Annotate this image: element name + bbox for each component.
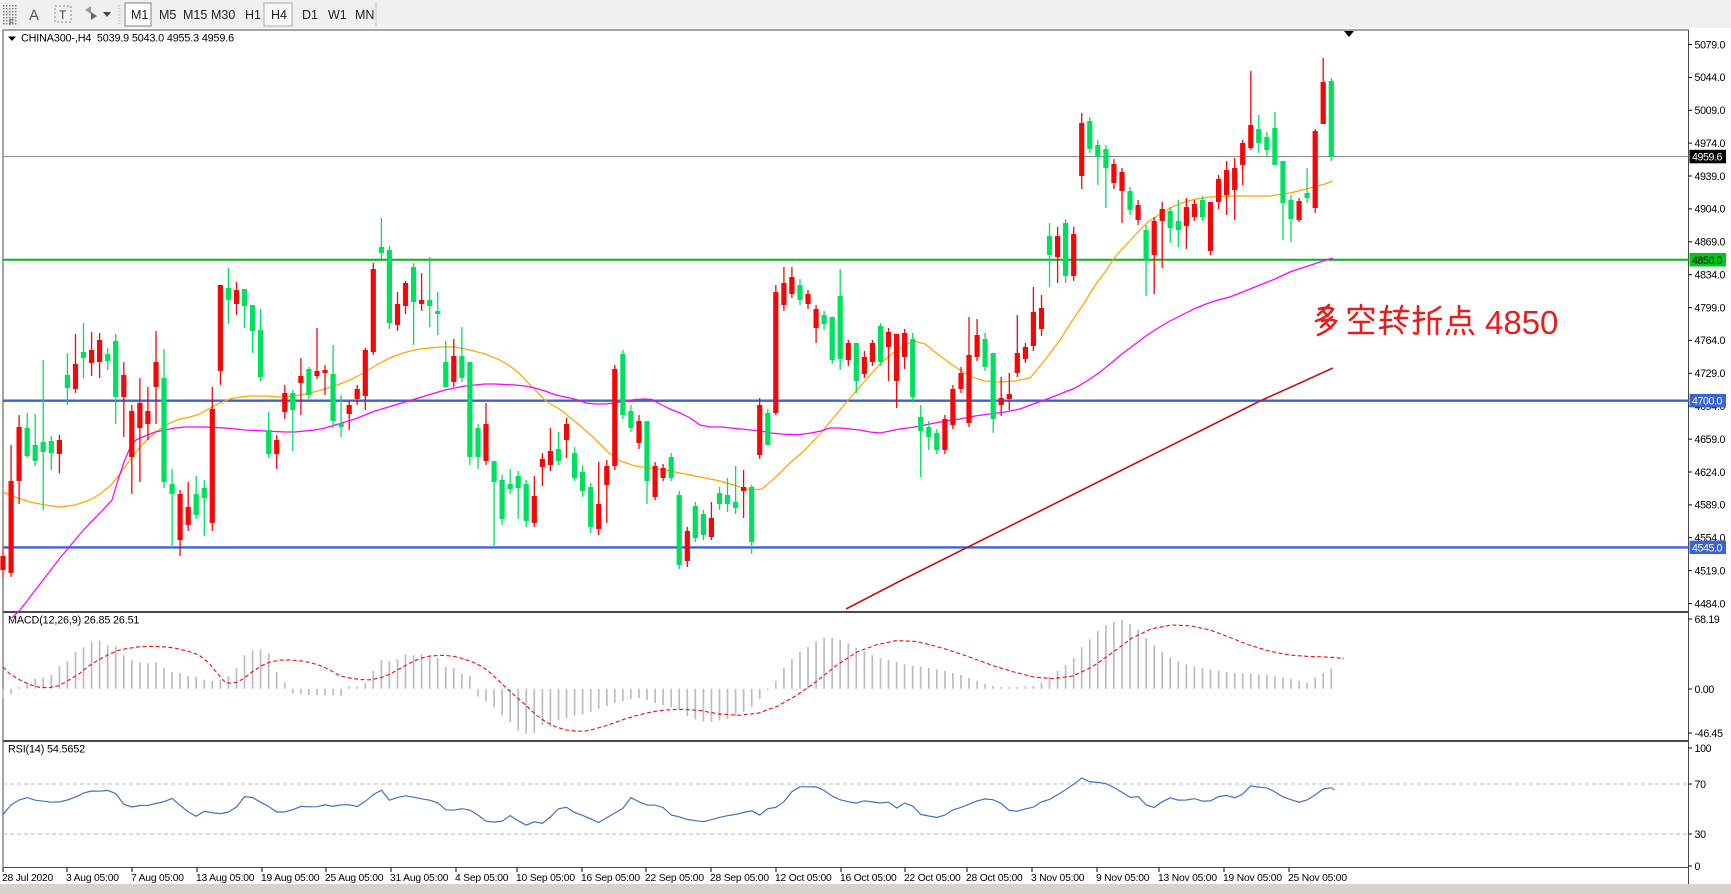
svg-text:4545.0: 4545.0 [1692,542,1723,554]
svg-text:M15: M15 [183,8,207,22]
svg-text:12 Oct 05:00: 12 Oct 05:00 [775,873,832,884]
svg-text:7 Aug 05:00: 7 Aug 05:00 [131,873,184,884]
svg-text:4850.0: 4850.0 [1692,255,1723,267]
svg-text:4700.0: 4700.0 [1692,396,1723,408]
svg-text:4624.0: 4624.0 [1695,467,1726,479]
svg-text:4589.0: 4589.0 [1695,500,1726,512]
svg-text:25 Nov 05:00: 25 Nov 05:00 [1288,873,1347,884]
svg-text:MACD(12,26,9) 26.85 26.51: MACD(12,26,9) 26.85 26.51 [8,615,139,627]
svg-text:4764.0: 4764.0 [1695,335,1726,347]
svg-text:4659.0: 4659.0 [1695,434,1726,446]
svg-text:28 Jul 2020: 28 Jul 2020 [2,873,54,884]
svg-text:16 Sep 05:00: 16 Sep 05:00 [581,873,640,884]
svg-text:22 Oct 05:00: 22 Oct 05:00 [904,873,961,884]
svg-text:0.00: 0.00 [1695,684,1715,696]
svg-text:22 Sep 05:00: 22 Sep 05:00 [645,873,704,884]
svg-text:28 Sep 05:00: 28 Sep 05:00 [710,873,769,884]
svg-text:31 Aug 05:00: 31 Aug 05:00 [390,873,449,884]
svg-text:RSI(14) 54.5652: RSI(14) 54.5652 [8,744,85,756]
svg-text:4 Sep 05:00: 4 Sep 05:00 [455,873,509,884]
svg-text:10 Sep 05:00: 10 Sep 05:00 [516,873,575,884]
svg-text:4939.0: 4939.0 [1695,171,1726,183]
svg-text:4729.0: 4729.0 [1695,368,1726,380]
svg-text:5009.0: 5009.0 [1695,105,1726,117]
svg-text:3 Aug 05:00: 3 Aug 05:00 [66,873,119,884]
svg-text:4850: 4850 [1485,304,1558,341]
svg-text:4974.0: 4974.0 [1695,138,1726,150]
svg-text:4484.0: 4484.0 [1695,598,1726,610]
svg-text:100: 100 [1695,743,1712,755]
svg-text:M30: M30 [211,8,235,22]
svg-text:A: A [29,7,39,24]
svg-text:4904.0: 4904.0 [1695,204,1726,216]
svg-text:T: T [59,8,67,22]
svg-text:-46.45: -46.45 [1695,728,1724,740]
svg-text:4869.0: 4869.0 [1695,237,1726,249]
svg-text:30: 30 [1695,829,1707,841]
svg-text:MN: MN [355,8,374,22]
svg-text:19 Aug 05:00: 19 Aug 05:00 [261,873,320,884]
svg-text:0: 0 [1695,861,1701,873]
svg-text:25 Aug 05:00: 25 Aug 05:00 [325,873,384,884]
svg-text:H4: H4 [271,8,287,22]
svg-text:3 Nov 05:00: 3 Nov 05:00 [1031,873,1085,884]
svg-text:D1: D1 [302,8,318,22]
svg-text:M5: M5 [159,8,176,22]
svg-text:68.19: 68.19 [1695,614,1720,626]
svg-text:4834.0: 4834.0 [1695,270,1726,282]
svg-text:13 Aug 05:00: 13 Aug 05:00 [196,873,255,884]
svg-text:19 Nov 05:00: 19 Nov 05:00 [1223,873,1282,884]
svg-text:5079.0: 5079.0 [1695,39,1726,51]
svg-text:16 Oct 05:00: 16 Oct 05:00 [840,873,897,884]
svg-text:4519.0: 4519.0 [1695,565,1726,577]
svg-text:F: F [9,18,14,27]
svg-text:9 Nov 05:00: 9 Nov 05:00 [1096,873,1150,884]
svg-text:W1: W1 [328,8,347,22]
svg-text:5044.0: 5044.0 [1695,72,1726,84]
svg-text:CHINA300-,H4 5039.9 5043.0 49: CHINA300-,H4 5039.9 5043.0 4955.3 4959.6 [21,33,234,45]
svg-text:M1: M1 [131,8,148,22]
svg-text:4799.0: 4799.0 [1695,302,1726,314]
svg-text:28 Oct 05:00: 28 Oct 05:00 [966,873,1023,884]
svg-text:70: 70 [1695,779,1707,791]
svg-text:13 Nov 05:00: 13 Nov 05:00 [1158,873,1217,884]
svg-text:H1: H1 [245,8,261,22]
svg-text:4959.6: 4959.6 [1692,152,1723,164]
